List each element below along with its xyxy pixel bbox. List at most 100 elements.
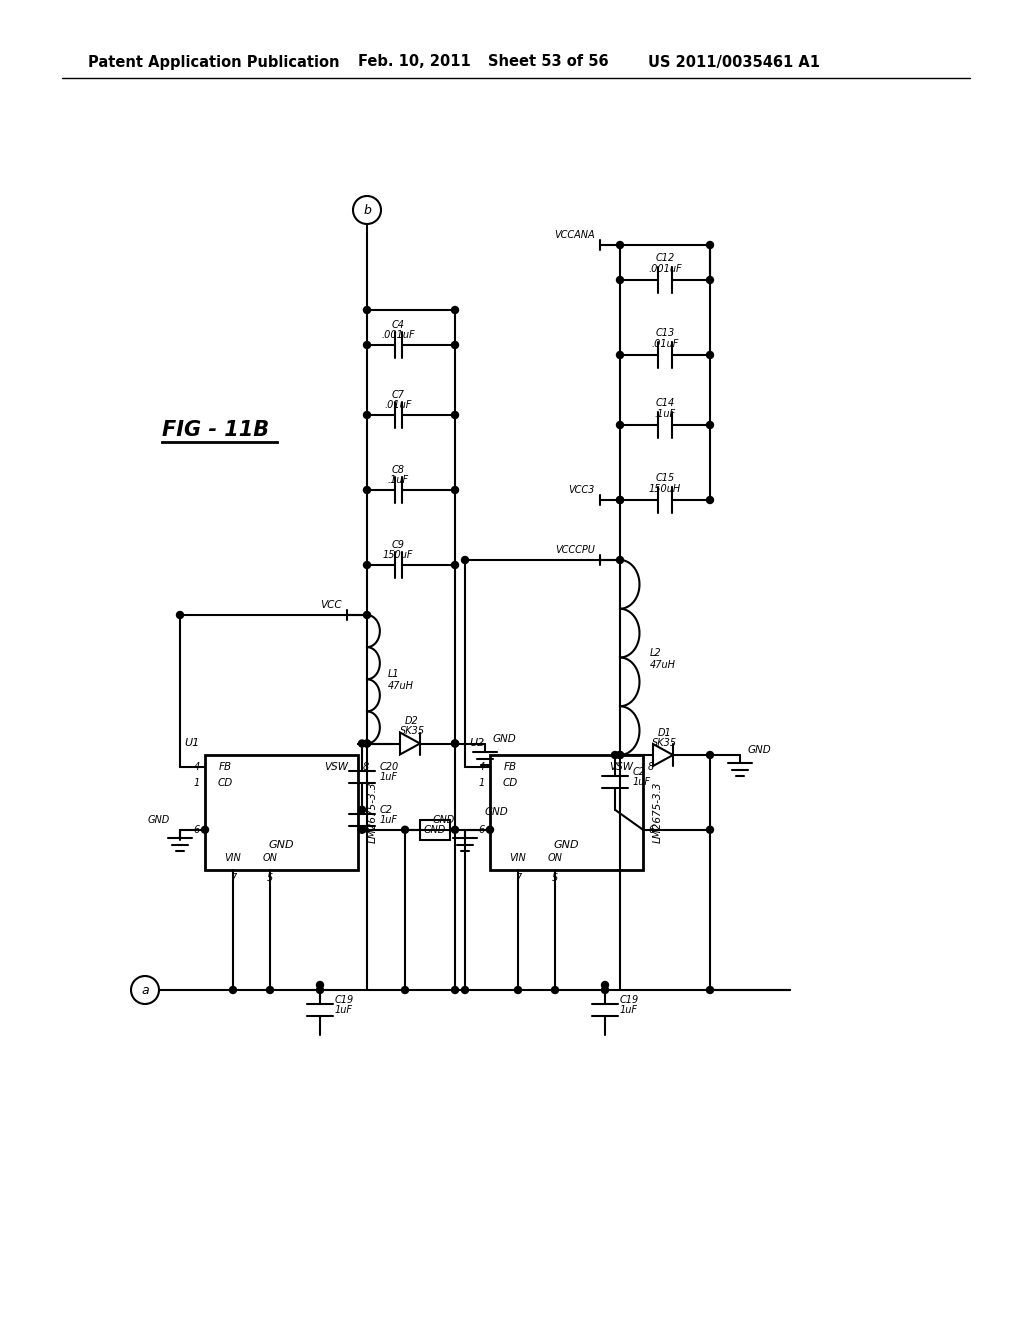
Text: 8: 8 (362, 762, 370, 772)
Circle shape (364, 611, 371, 619)
Text: .01uF: .01uF (384, 400, 412, 411)
Circle shape (364, 487, 371, 494)
Text: .001uF: .001uF (381, 330, 415, 341)
Circle shape (707, 242, 714, 248)
Text: VCCCPU: VCCCPU (555, 545, 595, 554)
Text: VSW: VSW (324, 762, 348, 772)
Circle shape (452, 741, 459, 747)
Text: 7: 7 (515, 873, 521, 883)
Text: D2: D2 (406, 717, 419, 726)
Text: 6: 6 (479, 825, 485, 834)
Text: Feb. 10, 2011: Feb. 10, 2011 (358, 54, 471, 70)
Text: VCC: VCC (321, 601, 342, 610)
Circle shape (552, 986, 558, 994)
Text: GND: GND (433, 814, 455, 825)
Text: C12: C12 (655, 253, 675, 263)
Circle shape (452, 826, 459, 833)
Circle shape (616, 751, 624, 759)
Text: LM2675-3.3: LM2675-3.3 (368, 781, 378, 843)
Text: C9: C9 (391, 540, 404, 550)
Circle shape (452, 561, 459, 569)
Circle shape (462, 986, 469, 994)
Circle shape (364, 741, 371, 747)
Text: C2: C2 (633, 767, 646, 777)
Circle shape (616, 351, 624, 359)
Text: VSW: VSW (609, 762, 633, 772)
Circle shape (707, 496, 714, 503)
Text: .01uF: .01uF (651, 339, 679, 348)
Text: GND: GND (147, 814, 170, 825)
Text: .001uF: .001uF (648, 264, 682, 275)
Circle shape (202, 826, 209, 833)
Text: C4: C4 (391, 319, 404, 330)
Circle shape (707, 351, 714, 359)
Text: b: b (364, 203, 371, 216)
Circle shape (616, 751, 624, 759)
Text: ON: ON (548, 853, 562, 863)
Circle shape (358, 741, 366, 747)
Circle shape (616, 421, 624, 429)
Text: Patent Application Publication: Patent Application Publication (88, 54, 340, 70)
Circle shape (616, 557, 624, 564)
Circle shape (616, 242, 624, 248)
Circle shape (707, 421, 714, 429)
Text: 8: 8 (648, 762, 654, 772)
Text: US 2011/0035461 A1: US 2011/0035461 A1 (648, 54, 820, 70)
Text: GND: GND (485, 807, 509, 817)
Circle shape (601, 986, 608, 994)
Text: 150uH: 150uH (649, 484, 681, 494)
Circle shape (616, 496, 624, 503)
Circle shape (707, 826, 714, 833)
Text: U2: U2 (470, 738, 485, 748)
Text: 1uF: 1uF (380, 772, 398, 781)
Circle shape (358, 807, 366, 813)
Circle shape (176, 611, 183, 619)
Text: 1uF: 1uF (620, 1005, 638, 1015)
Text: 47uH: 47uH (388, 681, 414, 692)
Circle shape (616, 276, 624, 284)
Bar (490, 755, 643, 870)
Text: C13: C13 (655, 327, 675, 338)
Text: .1uF: .1uF (654, 409, 676, 418)
Text: GND: GND (493, 734, 517, 743)
Text: 1: 1 (479, 777, 485, 788)
Circle shape (601, 982, 608, 989)
Text: CD: CD (503, 777, 517, 788)
Circle shape (462, 557, 469, 564)
Text: 5: 5 (552, 873, 558, 883)
Text: 6: 6 (648, 825, 654, 834)
Text: ON: ON (262, 853, 278, 863)
Text: C14: C14 (655, 399, 675, 408)
Circle shape (364, 412, 371, 418)
Text: 4: 4 (194, 762, 200, 772)
Circle shape (401, 826, 409, 833)
Text: C7: C7 (391, 389, 404, 400)
Text: C19: C19 (335, 995, 354, 1005)
Text: a: a (141, 983, 148, 997)
Text: 6: 6 (362, 825, 370, 834)
Text: U1: U1 (184, 738, 200, 748)
Text: L2: L2 (649, 648, 662, 657)
Text: 5: 5 (267, 873, 273, 883)
Circle shape (364, 306, 371, 314)
Circle shape (364, 741, 371, 747)
Circle shape (229, 986, 237, 994)
Circle shape (401, 986, 409, 994)
Bar (420, 820, 450, 840)
Text: 7: 7 (229, 873, 237, 883)
Circle shape (316, 986, 324, 994)
Text: GND: GND (748, 744, 772, 755)
Text: 1uF: 1uF (335, 1005, 353, 1015)
Text: 1: 1 (194, 777, 200, 788)
Circle shape (707, 986, 714, 994)
Text: 1uF: 1uF (633, 777, 651, 787)
Circle shape (364, 561, 371, 569)
Circle shape (316, 982, 324, 989)
Circle shape (452, 412, 459, 418)
Text: FIG - 11B: FIG - 11B (162, 420, 269, 440)
Text: SK35: SK35 (652, 738, 678, 748)
Text: 1uF: 1uF (380, 814, 398, 825)
Text: 47uH: 47uH (649, 660, 676, 669)
Text: 4: 4 (479, 762, 485, 772)
Text: SK35: SK35 (399, 726, 425, 737)
